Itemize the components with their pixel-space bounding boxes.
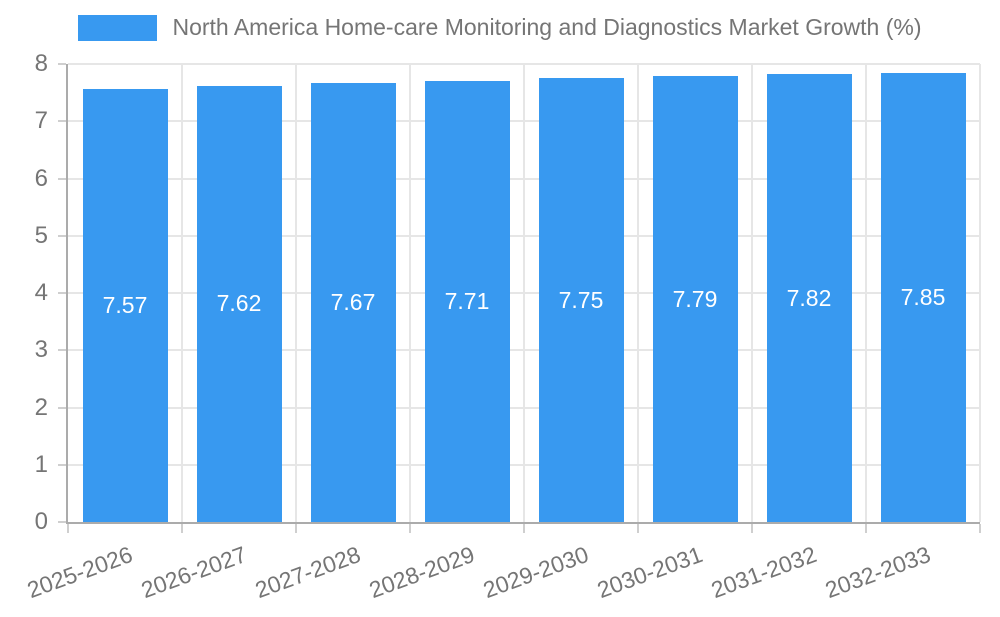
bar-2031-2032[interactable]: 7.82 (766, 74, 852, 522)
x-axis-tick (409, 524, 411, 533)
y-axis-tick-label: 1 (34, 450, 48, 478)
bar-2025-2026[interactable]: 7.57 (82, 88, 168, 522)
y-axis-tick (58, 406, 66, 409)
bar-value-label: 7.82 (786, 284, 832, 311)
legend-swatch-icon (78, 14, 158, 41)
y-axis-tick-label: 8 (34, 50, 48, 77)
plot-area: 7.57 7.62 7.67 7.71 7.75 7.79 7.82 7.85 (66, 63, 981, 524)
v-gridline (751, 64, 753, 522)
x-axis-tick (751, 524, 753, 533)
bar-2026-2027[interactable]: 7.62 (196, 85, 282, 522)
y-axis-tick (58, 234, 66, 237)
y-axis-tick-label: 6 (34, 164, 48, 192)
y-axis-tick-label: 0 (34, 508, 48, 535)
bar-value-label: 7.75 (558, 286, 604, 313)
y-axis-tick (58, 63, 66, 65)
y-axis-tick-label: 5 (34, 221, 48, 249)
y-axis-tick (58, 292, 66, 294)
v-gridline (865, 64, 867, 522)
y-axis-tick (58, 521, 66, 523)
bar-2029-2030[interactable]: 7.75 (538, 78, 624, 522)
bar-2032-2033[interactable]: 7.85 (880, 72, 966, 522)
bar-2030-2031[interactable]: 7.79 (652, 76, 738, 522)
y-axis-tick (58, 177, 66, 180)
bar-value-label: 7.85 (900, 283, 946, 310)
bar-value-label: 7.79 (672, 285, 718, 312)
x-axis-tick (295, 524, 297, 533)
x-axis-tick (67, 524, 69, 533)
v-gridline (523, 64, 525, 522)
x-axis-tick (523, 524, 525, 533)
x-axis-tick (637, 524, 639, 533)
v-gridline (637, 64, 639, 522)
y-axis-tick (58, 463, 66, 466)
y-axis-tick-label: 7 (34, 107, 48, 135)
bar-value-label: 7.57 (102, 291, 148, 318)
bar-value-label: 7.67 (330, 288, 376, 315)
v-gridline (295, 64, 297, 522)
bar-value-label: 7.71 (444, 287, 490, 314)
bar-chart: North America Home-care Monitoring and D… (0, 14, 1000, 604)
bar-2027-2028[interactable]: 7.67 (310, 82, 396, 522)
y-axis-tick (58, 349, 66, 352)
y-axis-tick (58, 120, 66, 123)
bar-2028-2029[interactable]: 7.71 (424, 80, 510, 522)
v-gridline (181, 64, 183, 522)
y-axis-tick-label: 4 (34, 279, 48, 306)
bar-value-label: 7.62 (216, 290, 262, 317)
legend-label: North America Home-care Monitoring and D… (172, 14, 922, 40)
y-axis-tick-label: 2 (34, 393, 48, 421)
v-gridline (979, 64, 981, 522)
x-axis-tick (181, 524, 183, 533)
x-axis-tick (979, 524, 981, 533)
x-axis-tick (865, 524, 867, 533)
legend-item[interactable]: North America Home-care Monitoring and D… (0, 14, 1000, 41)
v-gridline (409, 64, 411, 522)
y-axis-tick-label: 3 (34, 336, 48, 364)
